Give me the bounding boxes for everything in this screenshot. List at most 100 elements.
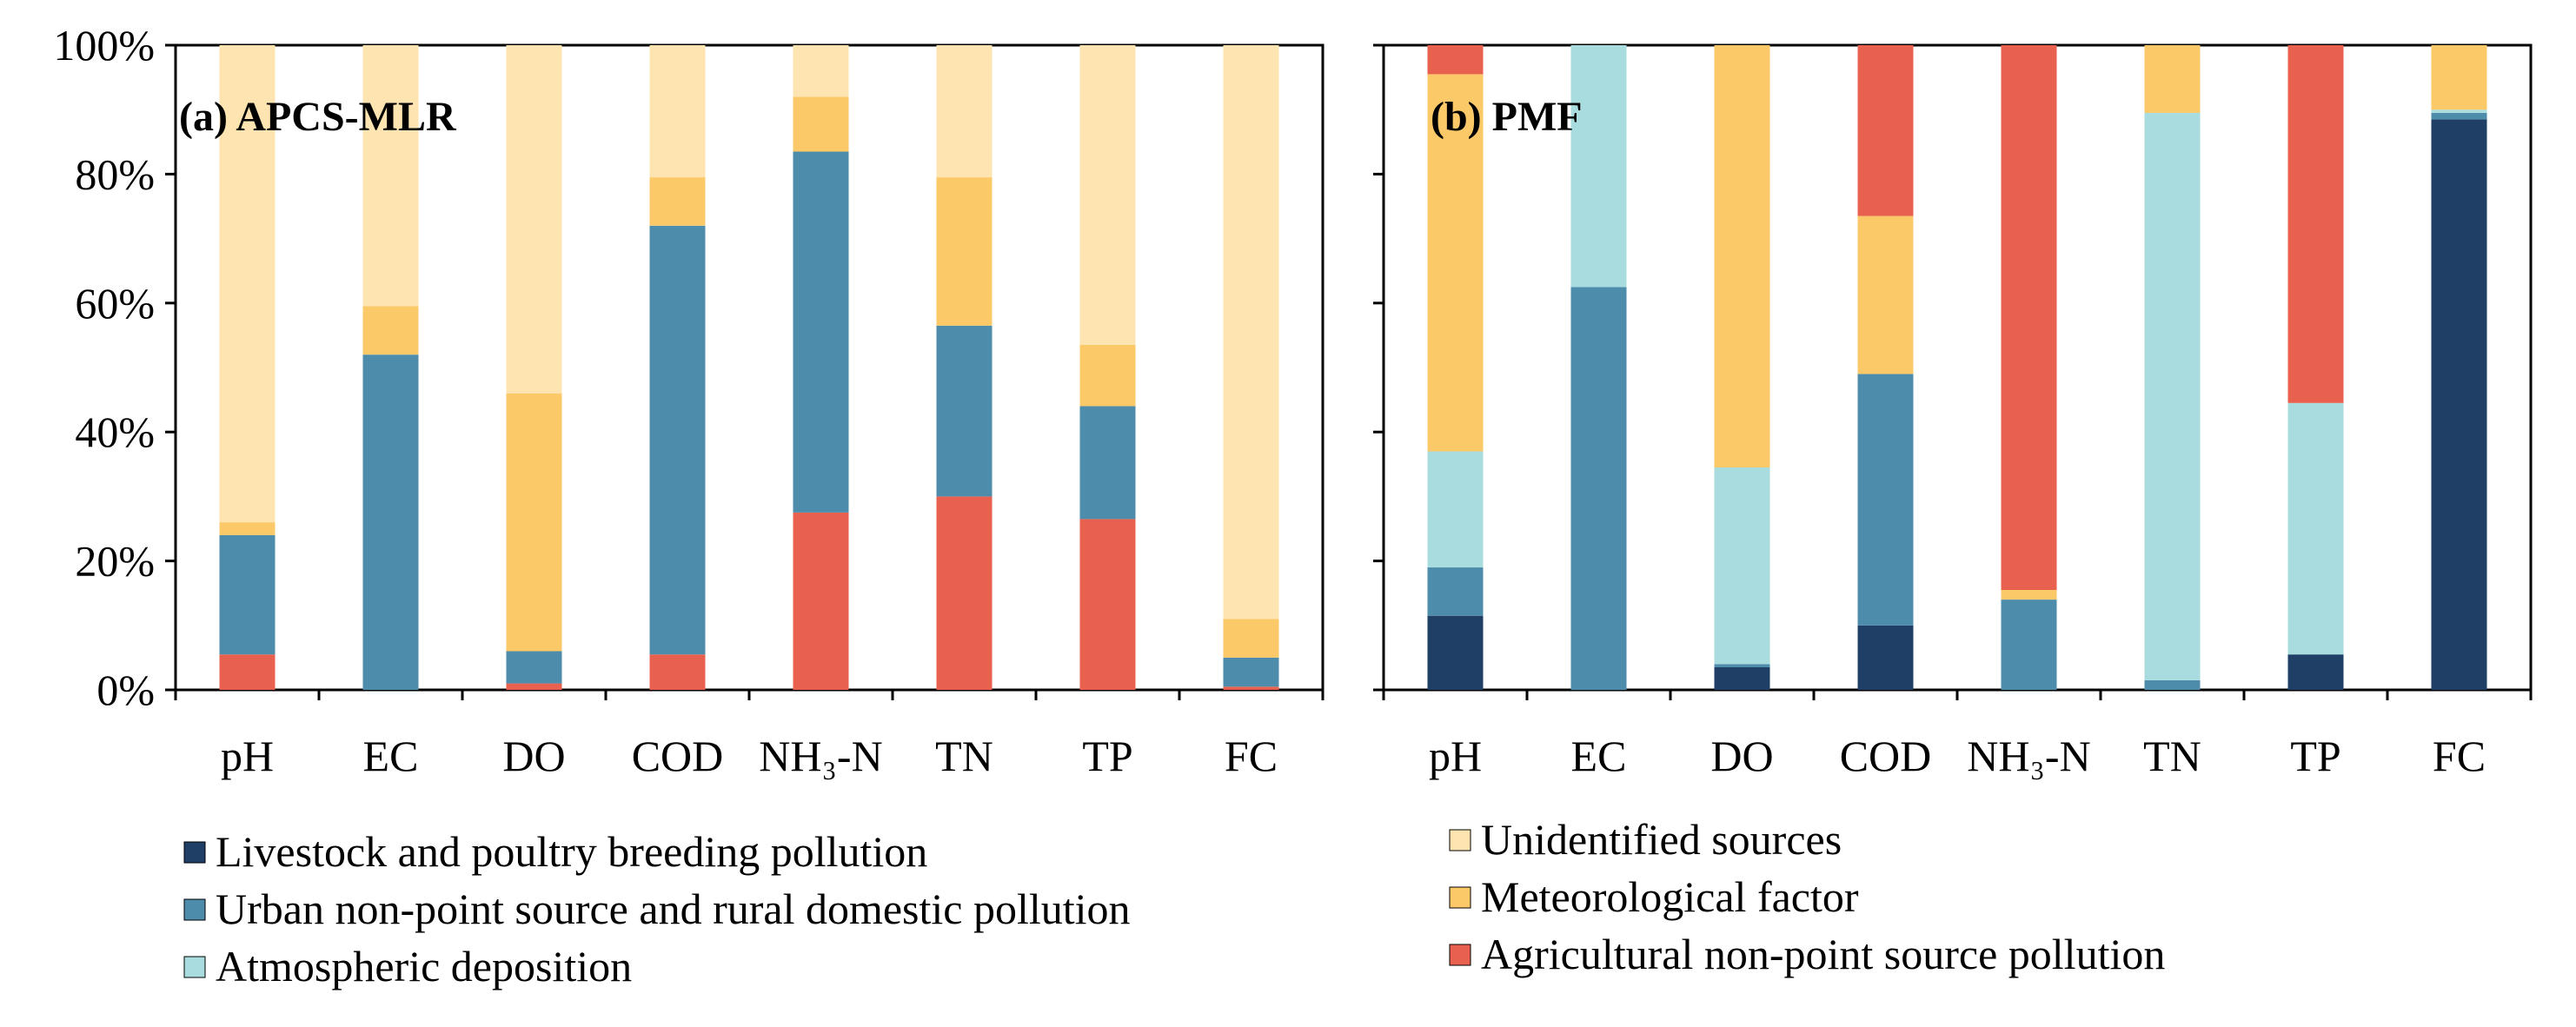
bar-b-nh-n-meteorological-factor bbox=[2001, 590, 2057, 600]
bar-a-do-meteorological-factor bbox=[506, 393, 562, 652]
y-tick-label-1: 20% bbox=[75, 537, 155, 586]
bar-a-tp-urban-non-point-source-and-rural-domestic-pollution bbox=[1079, 406, 1136, 520]
legend-label-atmospheric: Atmospheric deposition bbox=[216, 942, 632, 991]
bar-b-tp-atmospheric-deposition bbox=[2287, 402, 2344, 655]
bar-b-fc-meteorological-factor bbox=[2431, 45, 2487, 110]
bar-a-tp-unidentified-sources bbox=[1079, 45, 1136, 345]
bar-a-fc-unidentified-sources bbox=[1223, 45, 1279, 620]
bar-b-do-meteorological-factor bbox=[1714, 45, 1770, 467]
bar-a-nh-n-agricultural-non-point-source-pollution bbox=[793, 513, 849, 690]
x-tick-label-a-do: DO bbox=[502, 732, 565, 780]
y-tick-label-3: 60% bbox=[75, 279, 155, 328]
bar-b-tn-atmospheric-deposition bbox=[2144, 112, 2201, 680]
x-tick-label-a-ph: pH bbox=[221, 732, 274, 780]
panel-b-title: (b) PMF bbox=[1431, 94, 1583, 140]
bar-a-tn-urban-non-point-source-and-rural-domestic-pollution bbox=[936, 325, 993, 497]
legend-swatch-meteorological bbox=[1449, 886, 1471, 909]
y-tick-label-0: 0% bbox=[96, 666, 155, 714]
x-tick-label-a-tp: TP bbox=[1082, 732, 1132, 780]
panel-b-plot-frame bbox=[1382, 43, 2533, 692]
bar-a-fc-urban-non-point-source-and-rural-domestic-pollution bbox=[1223, 657, 1279, 687]
panel-a-plot-frame bbox=[174, 43, 1325, 692]
legend-label-meteorological: Meteorological factor bbox=[1481, 872, 1859, 921]
bar-b-fc-urban-non-point-source-and-rural-domestic-pollution bbox=[2431, 112, 2487, 120]
bar-a-ph-urban-non-point-source-and-rural-domestic-pollution bbox=[219, 534, 276, 655]
bar-a-do-unidentified-sources bbox=[506, 45, 562, 394]
bar-b-cod-livestock-and-poultry-breeding-pollution bbox=[1857, 625, 1914, 690]
x-tick-label-b-nh-n: NH₃-N bbox=[1967, 732, 2090, 780]
panel-a-title: (a) APCS-MLR bbox=[179, 94, 457, 140]
bar-a-do-urban-non-point-source-and-rural-domestic-pollution bbox=[506, 651, 562, 684]
legend-item-unidentified: Unidentified sources bbox=[1449, 815, 1842, 864]
x-tick-label-a-cod: COD bbox=[632, 732, 724, 780]
y-tick-label-4: 80% bbox=[75, 149, 155, 198]
x-tick-label-b-do: DO bbox=[1710, 732, 1773, 780]
bar-b-fc-atmospheric-deposition bbox=[2431, 109, 2487, 113]
legend-label-livestock: Livestock and poultry breeding pollution bbox=[216, 827, 927, 876]
panel-apcs-mlr: 0% 20% 40% 60% 80% 100% pH EC DO COD NH₃-N TN TP FC (… bbox=[53, 21, 1325, 780]
x-tick-label-b-ec: EC bbox=[1571, 732, 1627, 780]
x-tick-label-a-fc: FC bbox=[1225, 732, 1278, 780]
bar-b-ph-atmospheric-deposition bbox=[1427, 451, 1484, 568]
x-tick-label-a-ec: EC bbox=[363, 732, 419, 780]
panel-a-bars bbox=[219, 45, 1279, 690]
bar-b-tn-meteorological-factor bbox=[2144, 45, 2201, 113]
x-tick-label-b-ph: pH bbox=[1429, 732, 1482, 780]
bar-a-tn-meteorological-factor bbox=[936, 177, 993, 326]
legend-item-atmospheric: Atmospheric deposition bbox=[183, 942, 632, 991]
panel-b-bars bbox=[1427, 45, 2487, 691]
bar-b-ph-livestock-and-poultry-breeding-pollution bbox=[1427, 615, 1484, 690]
bar-a-nh-n-meteorological-factor bbox=[793, 96, 849, 152]
bar-b-cod-meteorological-factor bbox=[1857, 215, 1914, 374]
bar-a-ec-urban-non-point-source-and-rural-domestic-pollution bbox=[362, 354, 419, 690]
bar-b-do-livestock-and-poultry-breeding-pollution bbox=[1714, 667, 1770, 690]
legend-label-agricultural: Agricultural non-point source pollution bbox=[1481, 930, 2165, 978]
bar-a-cod-urban-non-point-source-and-rural-domestic-pollution bbox=[649, 225, 706, 655]
x-tick-label-a-nh-n: NH₃-N bbox=[759, 732, 882, 780]
bar-b-tp-agricultural-non-point-source-pollution bbox=[2287, 45, 2344, 403]
bar-a-fc-agricultural-non-point-source-pollution bbox=[1223, 686, 1279, 690]
bar-a-tn-agricultural-non-point-source-pollution bbox=[936, 496, 993, 690]
bar-a-tn-unidentified-sources bbox=[936, 45, 993, 178]
x-tick-label-b-cod: COD bbox=[1840, 732, 1932, 780]
panel-b-axes: pH EC DO COD NH₃-N TN TP FC bbox=[1373, 43, 2533, 780]
bar-b-cod-urban-non-point-source-and-rural-domestic-pollution bbox=[1857, 374, 1914, 626]
bar-a-nh-n-unidentified-sources bbox=[793, 45, 849, 97]
y-tick-label-5: 100% bbox=[53, 21, 155, 70]
legend-item-meteorological: Meteorological factor bbox=[1449, 872, 1859, 921]
bar-a-cod-agricultural-non-point-source-pollution bbox=[649, 654, 706, 690]
legend-label-urban: Urban non-point source and rural domesti… bbox=[216, 885, 1131, 933]
panel-a-axes: 0% 20% 40% 60% 80% 100% pH EC DO COD NH₃-N TN TP FC bbox=[53, 21, 1325, 780]
legend-swatch-livestock bbox=[183, 841, 206, 864]
bar-b-nh-n-agricultural-non-point-source-pollution bbox=[2001, 45, 2057, 590]
legend-swatch-agricultural bbox=[1449, 944, 1471, 966]
legend-swatch-urban bbox=[183, 898, 206, 921]
bar-b-tn-urban-non-point-source-and-rural-domestic-pollution bbox=[2144, 679, 2201, 690]
legend-item-livestock: Livestock and poultry breeding pollution bbox=[183, 827, 927, 876]
bar-a-ph-agricultural-non-point-source-pollution bbox=[219, 654, 276, 690]
bar-a-ec-meteorological-factor bbox=[362, 306, 419, 355]
bar-b-cod-agricultural-non-point-source-pollution bbox=[1857, 45, 1914, 216]
legend-item-agricultural: Agricultural non-point source pollution bbox=[1449, 930, 2165, 978]
bar-a-tp-meteorological-factor bbox=[1079, 345, 1136, 407]
legend-swatch-unidentified bbox=[1449, 829, 1471, 851]
y-tick-label-2: 40% bbox=[75, 407, 155, 456]
bar-b-do-urban-non-point-source-and-rural-domestic-pollution bbox=[1714, 664, 1770, 667]
bar-b-fc-livestock-and-poultry-breeding-pollution bbox=[2431, 119, 2487, 691]
bar-b-ec-atmospheric-deposition bbox=[1570, 45, 1627, 288]
bar-b-ph-agricultural-non-point-source-pollution bbox=[1427, 45, 1484, 75]
bar-a-cod-meteorological-factor bbox=[649, 177, 706, 226]
bar-b-do-atmospheric-deposition bbox=[1714, 467, 1770, 665]
bar-a-ph-unidentified-sources bbox=[219, 45, 276, 523]
bar-a-ec-unidentified-sources bbox=[362, 45, 419, 307]
bar-b-nh-n-urban-non-point-source-and-rural-domestic-pollution bbox=[2001, 600, 2057, 690]
bar-a-fc-meteorological-factor bbox=[1223, 619, 1279, 658]
bar-b-ph-urban-non-point-source-and-rural-domestic-pollution bbox=[1427, 567, 1484, 616]
x-tick-label-b-fc: FC bbox=[2433, 732, 2486, 780]
panel-pmf: pH EC DO COD NH₃-N TN TP FC (b) PMF bbox=[1373, 43, 2533, 780]
bar-b-ec-urban-non-point-source-and-rural-domestic-pollution bbox=[1570, 287, 1627, 691]
bar-a-tp-agricultural-non-point-source-pollution bbox=[1079, 519, 1136, 690]
x-tick-label-a-tn: TN bbox=[935, 732, 993, 780]
bar-a-nh-n-urban-non-point-source-and-rural-domestic-pollution bbox=[793, 151, 849, 513]
